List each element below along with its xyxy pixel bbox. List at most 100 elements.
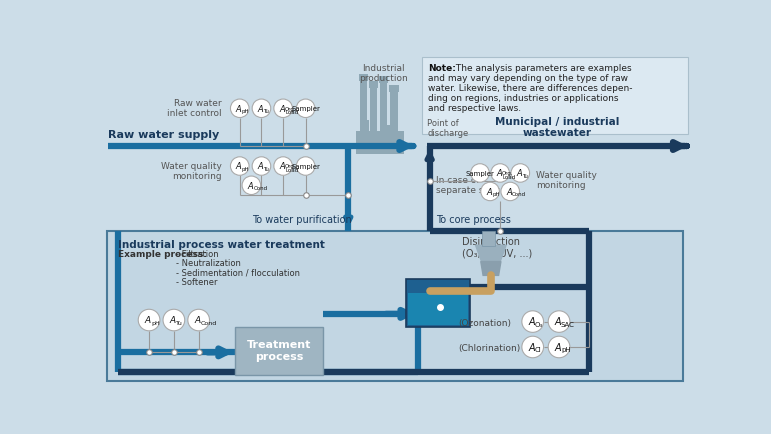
Text: To water purification: To water purification <box>252 215 352 225</box>
Bar <box>360 120 369 132</box>
Text: Org.: Org. <box>285 107 297 112</box>
Text: and respective laws.: and respective laws. <box>428 104 521 113</box>
Text: Sampler: Sampler <box>291 164 320 170</box>
Text: Tu: Tu <box>264 167 269 171</box>
Text: A: A <box>528 343 535 353</box>
Text: A: A <box>554 317 561 327</box>
Bar <box>370 87 377 133</box>
Text: Cond: Cond <box>254 186 268 191</box>
Circle shape <box>231 99 249 118</box>
Text: - Neutralization: - Neutralization <box>177 259 241 268</box>
Text: - Sedimentation / flocculation: - Sedimentation / flocculation <box>177 269 300 277</box>
Text: Load: Load <box>285 168 298 173</box>
Circle shape <box>471 164 490 182</box>
Bar <box>389 85 399 92</box>
FancyBboxPatch shape <box>235 327 324 375</box>
Text: A: A <box>236 105 241 114</box>
Text: A: A <box>170 316 176 326</box>
Text: A: A <box>507 188 512 197</box>
FancyBboxPatch shape <box>422 57 689 135</box>
Text: Sampler: Sampler <box>291 106 320 112</box>
Bar <box>383 125 391 133</box>
Circle shape <box>491 164 510 182</box>
Text: A: A <box>279 105 284 114</box>
Text: In case of
separate sites: In case of separate sites <box>436 176 500 195</box>
Text: Note:: Note: <box>428 64 456 72</box>
Text: Org.: Org. <box>285 164 297 169</box>
Text: Cond: Cond <box>200 321 217 326</box>
Text: To core process: To core process <box>436 215 510 225</box>
Circle shape <box>163 309 185 331</box>
Text: ding on regions, industries or applications: ding on regions, industries or applicati… <box>428 94 618 103</box>
Text: Example process:: Example process: <box>118 250 207 259</box>
Circle shape <box>548 336 570 358</box>
Text: A: A <box>496 169 502 178</box>
Text: A: A <box>247 181 253 191</box>
Circle shape <box>188 309 210 331</box>
Text: - Softener: - Softener <box>177 278 217 287</box>
Polygon shape <box>481 262 501 276</box>
Text: A: A <box>517 169 522 178</box>
Text: pH: pH <box>151 321 160 326</box>
Text: A: A <box>528 317 535 327</box>
Circle shape <box>274 157 292 175</box>
Text: Disinfection
(O₃, Cl, UV, ...): Disinfection (O₃, Cl, UV, ...) <box>462 237 533 259</box>
Text: Raw water
inlet control: Raw water inlet control <box>167 99 222 118</box>
Circle shape <box>522 336 544 358</box>
Circle shape <box>252 99 271 118</box>
Text: A: A <box>554 343 561 353</box>
Text: SAC: SAC <box>561 322 575 328</box>
Circle shape <box>242 176 261 194</box>
Circle shape <box>501 182 520 201</box>
FancyBboxPatch shape <box>406 279 470 327</box>
Text: A: A <box>145 316 151 326</box>
Circle shape <box>481 182 500 201</box>
Polygon shape <box>475 245 507 262</box>
Text: Industrial process water treatment: Industrial process water treatment <box>118 240 325 250</box>
Text: O₃: O₃ <box>534 322 543 328</box>
Text: (Ozonation): (Ozonation) <box>458 319 511 328</box>
Circle shape <box>138 309 160 331</box>
Bar <box>380 81 387 133</box>
Text: A: A <box>194 316 200 326</box>
Circle shape <box>252 157 271 175</box>
Text: pH: pH <box>561 347 571 353</box>
Text: pH: pH <box>492 192 500 197</box>
Text: Cond: Cond <box>512 192 527 197</box>
Text: Industrial
production: Industrial production <box>359 64 408 83</box>
Circle shape <box>522 311 544 332</box>
Circle shape <box>231 157 249 175</box>
Text: - Filtration: - Filtration <box>177 250 219 259</box>
Text: Treatment
process: Treatment process <box>247 340 311 362</box>
Text: Org.: Org. <box>502 171 513 176</box>
Text: (Chlorination): (Chlorination) <box>458 344 520 353</box>
Text: Raw water supply: Raw water supply <box>108 130 219 140</box>
Bar <box>356 131 404 154</box>
Text: A: A <box>258 162 263 171</box>
Text: Water quality
monitoring: Water quality monitoring <box>536 171 597 191</box>
Text: Tu: Tu <box>522 174 528 178</box>
FancyBboxPatch shape <box>483 231 495 246</box>
Text: Tu: Tu <box>264 109 269 114</box>
FancyBboxPatch shape <box>408 293 468 326</box>
Circle shape <box>296 99 315 118</box>
Text: Cl: Cl <box>534 347 541 353</box>
FancyBboxPatch shape <box>107 231 683 381</box>
Circle shape <box>274 99 292 118</box>
Text: A: A <box>258 105 263 114</box>
Circle shape <box>511 164 530 182</box>
Bar <box>379 76 388 83</box>
Text: pH: pH <box>241 167 249 171</box>
Bar <box>359 74 368 81</box>
Text: A: A <box>279 162 284 171</box>
Text: The analysis parameters are examples: The analysis parameters are examples <box>453 64 631 72</box>
Text: Point of
discharge: Point of discharge <box>427 119 469 138</box>
Text: A: A <box>236 162 241 171</box>
Text: Sampler: Sampler <box>466 171 494 177</box>
Text: Load: Load <box>285 110 298 115</box>
Text: Tu: Tu <box>176 321 183 326</box>
Text: A: A <box>486 188 492 197</box>
Circle shape <box>296 157 315 175</box>
Bar <box>360 79 367 133</box>
Bar <box>369 81 378 88</box>
